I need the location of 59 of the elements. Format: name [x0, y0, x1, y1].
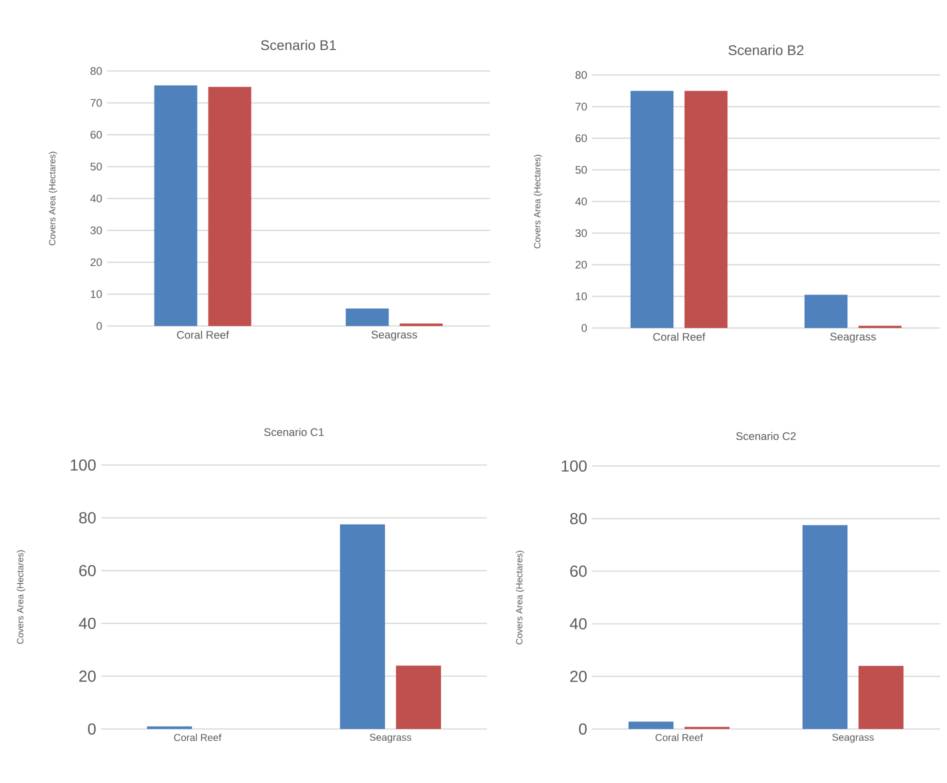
y-tick-label: 60	[79, 564, 96, 576]
y-tick-label: 0	[582, 324, 587, 332]
y-tick-label: 80	[90, 67, 102, 75]
y-tick-label: 80	[576, 71, 587, 79]
y-axis-title: Covers Area (Hectares)	[48, 152, 58, 246]
y-tick-label: 40	[575, 198, 587, 206]
y-tick-label: 40	[78, 618, 96, 630]
y-tick-label: 80	[79, 512, 96, 524]
y-tick-label: 70	[90, 98, 102, 107]
y-tick-label: 30	[90, 226, 102, 234]
x-tick-label: Seagrass	[830, 332, 876, 343]
y-tick-label: 20	[576, 260, 587, 269]
y-tick-label: 60	[90, 130, 102, 139]
x-tick-label: Coral Reef	[177, 330, 230, 339]
y-tick-label: 50	[576, 166, 587, 174]
x-tick-label: Seagrass	[370, 734, 412, 743]
y-tick-label: 60	[576, 134, 587, 142]
bar	[146, 726, 192, 729]
y-tick-label: 30	[575, 229, 587, 238]
y-tick-label: 50	[90, 162, 102, 171]
bar	[208, 86, 252, 326]
y-tick-label: 40	[90, 194, 102, 202]
bar	[804, 294, 848, 328]
chart-title: Scenario B1	[261, 40, 336, 50]
y-tick-label: 70	[576, 102, 587, 111]
chart-title: Scenario C1	[264, 428, 324, 436]
x-tick-label: Seagrass	[372, 330, 418, 341]
y-tick-label: 20	[90, 258, 102, 266]
bar	[346, 308, 389, 326]
x-tick-label: Coral Reef	[174, 734, 222, 742]
bar	[628, 722, 674, 729]
y-tick-label: 80	[570, 512, 587, 524]
x-tick-label: Coral Reef	[653, 332, 706, 341]
y-tick-label: 0	[96, 322, 102, 330]
x-tick-label: Seagrass	[832, 734, 874, 743]
bar	[684, 90, 728, 328]
bar	[340, 524, 385, 729]
bar	[630, 90, 674, 328]
y-tick-label: 0	[579, 723, 587, 735]
y-tick-label: 100	[562, 460, 587, 472]
bar	[400, 323, 443, 326]
y-tick-label: 0	[88, 723, 96, 735]
chart-title: Scenario B2	[728, 44, 804, 56]
bar	[802, 525, 848, 729]
y-axis-title: Covers Area (Hectares)	[534, 154, 542, 248]
bar	[154, 85, 198, 326]
y-tick-label: 10	[576, 292, 587, 300]
y-tick-label: 100	[70, 459, 96, 471]
bar	[396, 666, 442, 729]
y-tick-label: 20	[79, 670, 96, 682]
y-tick-label: 10	[90, 290, 102, 298]
y-tick-label: 20	[570, 670, 587, 682]
x-tick-label: Coral Reef	[656, 734, 703, 742]
chart-title: Scenario C2	[736, 432, 796, 440]
bar	[858, 666, 904, 729]
y-axis-title: Covers Area (Hectares)	[16, 550, 26, 644]
y-tick-label: 60	[570, 566, 587, 577]
y-tick-label: 40	[570, 618, 587, 630]
y-axis-title: Covers Area (Hectares)	[516, 550, 524, 644]
